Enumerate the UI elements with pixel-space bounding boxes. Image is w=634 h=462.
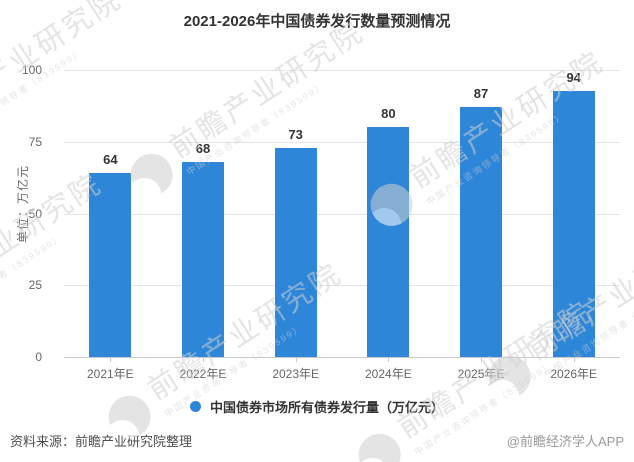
gridline-25	[64, 285, 620, 287]
gridline-50	[64, 213, 620, 215]
x-axis-tick	[110, 357, 112, 362]
gridline-75	[64, 141, 620, 143]
x-axis-tick	[573, 357, 575, 362]
bar-2026e	[552, 91, 595, 357]
legend: 中国债券市场所有债券发行量（万亿元）	[0, 397, 634, 416]
qianzhan-logo-icon	[350, 426, 409, 462]
bar-2022e	[182, 161, 224, 357]
y-tick-50: 50	[28, 206, 42, 221]
y-tick-75: 75	[28, 134, 42, 149]
bar-group-2025e: 87 2025年E	[435, 70, 528, 381]
legend-marker-circle-icon	[189, 401, 201, 412]
bar-group-2024e: 80 2024年E	[342, 70, 435, 381]
chart-title: 2021-2026年中国债券发行数量预测情况	[183, 13, 451, 30]
bar-value-label: 64	[103, 152, 118, 168]
bar-2023e	[274, 147, 317, 357]
bar-2024e	[367, 127, 410, 357]
bar-value-label: 68	[195, 140, 211, 156]
bar-value-label: 80	[381, 106, 396, 122]
gridline-100	[64, 70, 620, 71]
x-axis-label-2023e: 2023年E	[272, 367, 320, 381]
bar-group-2023e: 73 2023年E	[249, 70, 342, 382]
legend-label: 中国债券市场所有债券发行量（万亿元）	[209, 400, 444, 415]
x-axis-tick	[203, 357, 204, 362]
footer-source-text: 资料来源：前瞻产业研究院整理	[10, 434, 193, 449]
plot-area: 64 2021年E 68 2022年E 73 2023年E 80	[64, 70, 620, 382]
bar-value-label: 87	[473, 86, 489, 102]
x-axis-label-2022e: 2022年E	[179, 367, 227, 381]
x-axis-label-2025e: 2025年E	[457, 367, 505, 381]
bars-row: 64 2021年E 68 2022年E 73 2023年E 80	[64, 70, 620, 382]
footer-credit-text: @前瞻经济学人APP	[506, 434, 624, 449]
bar-value-label: 73	[288, 126, 303, 142]
y-tick-25: 25	[28, 278, 42, 293]
bar-2025e	[460, 107, 503, 357]
y-tick-100: 100	[21, 63, 42, 77]
y-axis-tick-labels: 100 75 50 25 0	[0, 63, 56, 364]
bar-group-2022e: 68 2022年E	[157, 70, 250, 381]
bar-group-2026e: 94 2026年E	[527, 70, 620, 381]
x-axis-line	[64, 357, 620, 358]
x-axis-tick	[388, 357, 390, 362]
x-axis-tick	[295, 357, 297, 362]
x-axis-tick	[481, 357, 483, 362]
x-axis-label-2021e: 2021年E	[86, 367, 134, 381]
bar-group-2021e: 64 2021年E	[64, 70, 157, 381]
x-axis-label-2026e: 2026年E	[550, 367, 598, 381]
y-tick-0: 0	[35, 350, 42, 364]
bar-value-label: 94	[566, 70, 581, 85]
x-axis-label-2024e: 2024年E	[365, 367, 412, 381]
bar-2021e	[89, 173, 132, 357]
